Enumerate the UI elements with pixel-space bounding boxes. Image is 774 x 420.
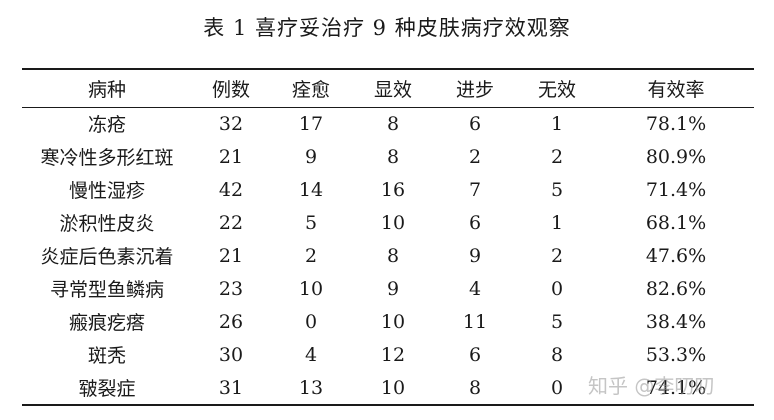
cell-disease: 瘢痕疙瘩 xyxy=(68,312,145,334)
cell-cases: 23 xyxy=(218,277,244,300)
cell-improved: 4 xyxy=(468,277,482,300)
cell-improved: 6 xyxy=(468,211,482,234)
cell-effective-rate: 47.6% xyxy=(645,244,707,267)
cell-effective-rate: 82.6% xyxy=(645,277,707,300)
cell-cases: 22 xyxy=(218,211,244,234)
cell-ineffective: 8 xyxy=(550,343,564,366)
cell-cured: 9 xyxy=(304,145,318,168)
header-ineffective: 无效 xyxy=(537,79,576,101)
cell-effective-rate: 68.1% xyxy=(645,211,707,234)
cell-marked-effect: 8 xyxy=(386,112,400,135)
cell-effective-rate: 38.4% xyxy=(645,310,707,333)
cell-effective-rate: 74.1% xyxy=(645,376,707,399)
cell-improved: 8 xyxy=(468,376,482,399)
table-row: 瘢痕疙瘩 26 0 10 11 5 38.4% xyxy=(22,305,754,338)
cell-ineffective: 2 xyxy=(550,145,564,168)
cell-disease: 炎症后色素沉着 xyxy=(40,246,174,268)
header-cured: 痊愈 xyxy=(291,79,330,101)
cell-disease: 寒冷性多形红斑 xyxy=(40,147,174,169)
efficacy-table: 病种 例数 痊愈 显效 进步 无效 有效率 冻疮 32 17 8 6 1 78.… xyxy=(22,70,754,404)
cell-cases: 26 xyxy=(218,310,244,333)
table-header-row: 病种 例数 痊愈 显效 进步 无效 有效率 xyxy=(22,70,754,107)
cell-cases: 32 xyxy=(218,112,244,135)
header-marked-effect: 显效 xyxy=(373,79,412,101)
header-cases: 例数 xyxy=(211,79,250,101)
cell-marked-effect: 8 xyxy=(386,244,400,267)
cell-marked-effect: 9 xyxy=(386,277,400,300)
cell-improved: 6 xyxy=(468,343,482,366)
cell-cured: 13 xyxy=(298,376,324,399)
top-rule xyxy=(22,68,754,70)
table-row: 淤积性皮炎 22 5 10 6 1 68.1% xyxy=(22,206,754,239)
cell-cured: 17 xyxy=(298,112,324,135)
cell-disease: 淤积性皮炎 xyxy=(59,213,155,235)
cell-cured: 4 xyxy=(304,343,318,366)
cell-cured: 0 xyxy=(304,310,318,333)
cell-marked-effect: 10 xyxy=(380,376,406,399)
cell-ineffective: 5 xyxy=(550,178,564,201)
table-row: 冻疮 32 17 8 6 1 78.1% xyxy=(22,107,754,140)
cell-marked-effect: 8 xyxy=(386,145,400,168)
table-caption: 表 1 喜疗妥治疗 9 种皮肤病疗效观察 xyxy=(203,16,571,40)
cell-disease: 斑秃 xyxy=(87,345,126,367)
table-row: 斑秃 30 4 12 6 8 53.3% xyxy=(22,338,754,371)
cell-cured: 5 xyxy=(304,211,318,234)
header-effective-rate: 有效率 xyxy=(647,79,705,101)
cell-disease: 慢性湿疹 xyxy=(68,180,145,202)
cell-disease: 冻疮 xyxy=(87,114,126,136)
cell-effective-rate: 53.3% xyxy=(645,343,707,366)
cell-improved: 9 xyxy=(468,244,482,267)
cell-disease: 寻常型鱼鳞病 xyxy=(49,279,164,301)
header-improved: 进步 xyxy=(455,79,494,101)
table-row: 慢性湿疹 42 14 16 7 5 71.4% xyxy=(22,173,754,206)
cell-marked-effect: 16 xyxy=(380,178,406,201)
table-row: 寻常型鱼鳞病 23 10 9 4 0 82.6% xyxy=(22,272,754,305)
cell-ineffective: 1 xyxy=(550,211,564,234)
cell-cases: 30 xyxy=(218,343,244,366)
cell-marked-effect: 10 xyxy=(380,310,406,333)
cell-disease: 皲裂症 xyxy=(78,378,136,400)
table-row: 寒冷性多形红斑 21 9 8 2 2 80.9% xyxy=(22,140,754,173)
cell-marked-effect: 10 xyxy=(380,211,406,234)
cell-cases: 42 xyxy=(218,178,244,201)
cell-ineffective: 0 xyxy=(550,277,564,300)
cell-effective-rate: 71.4% xyxy=(645,178,707,201)
cell-ineffective: 5 xyxy=(550,310,564,333)
bottom-rule xyxy=(22,404,754,406)
table-row: 皲裂症 31 13 10 8 0 74.1% xyxy=(22,371,754,404)
cell-ineffective: 1 xyxy=(550,112,564,135)
table-row: 炎症后色素沉着 21 2 8 9 2 47.6% xyxy=(22,239,754,272)
cell-effective-rate: 80.9% xyxy=(645,145,707,168)
cell-improved: 11 xyxy=(462,310,488,333)
cell-cured: 2 xyxy=(304,244,318,267)
header-disease: 病种 xyxy=(87,79,126,101)
cell-cured: 10 xyxy=(298,277,324,300)
cell-cases: 31 xyxy=(218,376,244,399)
cell-ineffective: 2 xyxy=(550,244,564,267)
cell-marked-effect: 12 xyxy=(380,343,406,366)
cell-improved: 2 xyxy=(468,145,482,168)
cell-ineffective: 0 xyxy=(550,376,564,399)
cell-cases: 21 xyxy=(218,244,244,267)
watermark: 知乎 @李叨叨 xyxy=(588,374,715,398)
cell-effective-rate: 78.1% xyxy=(645,112,707,135)
cell-cases: 21 xyxy=(218,145,244,168)
cell-cured: 14 xyxy=(298,178,324,201)
cell-improved: 7 xyxy=(468,178,482,201)
cell-improved: 6 xyxy=(468,112,482,135)
header-rule xyxy=(22,107,754,108)
